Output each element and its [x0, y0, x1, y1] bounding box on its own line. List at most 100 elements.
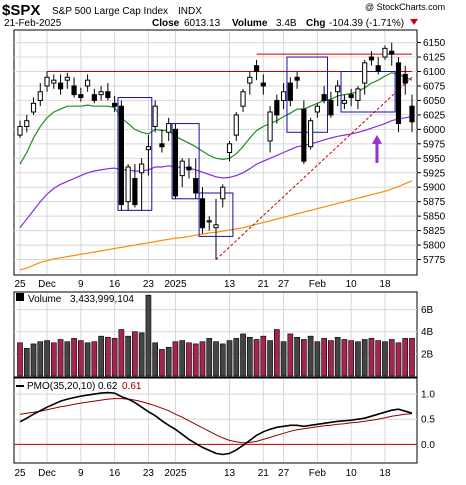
candle-down: [105, 91, 111, 99]
candle-up: [240, 91, 246, 107]
price-tick-label: 5800: [423, 241, 446, 252]
x-tick-label-bottom: Feb: [309, 468, 327, 479]
volume-bar-up: [165, 346, 172, 377]
volume-bar-down: [368, 338, 375, 377]
volume-bar-down: [341, 339, 348, 377]
volume-bar-down: [186, 342, 192, 377]
volume-value: 3.4B: [276, 18, 297, 29]
candle-down: [301, 108, 307, 162]
candle-up: [125, 166, 131, 203]
volume-bar-down: [388, 339, 395, 377]
volume-panel-label: Volume: [28, 294, 62, 305]
price-tick-label: 6075: [423, 81, 446, 92]
candle-down: [78, 94, 84, 99]
volume-bar-down: [287, 333, 294, 377]
x-tick-label-bottom: 2025: [164, 468, 187, 479]
volume-bar-down: [199, 341, 206, 377]
price-tick-label: 5925: [423, 168, 446, 179]
volume-bar-down: [192, 343, 199, 377]
candle-down: [199, 198, 206, 229]
volume-bar-up: [152, 342, 159, 377]
candle-up: [206, 220, 212, 223]
pmo-tick-label: 1.0: [421, 390, 435, 401]
candle-up: [17, 125, 23, 136]
volume-bar-up: [145, 294, 152, 377]
x-tick-label-bottom: Dec: [38, 468, 56, 479]
volume-bar-up: [213, 341, 219, 377]
candle-down: [260, 82, 266, 87]
candle-down: [159, 143, 165, 148]
candle-down: [375, 65, 381, 73]
candle-up: [145, 146, 152, 151]
candle-up: [335, 85, 341, 93]
candle-down: [91, 94, 97, 101]
x-tick-label: 9: [78, 279, 84, 290]
volume-bar-up: [334, 336, 341, 377]
candle-up: [44, 76, 50, 87]
volume-bar-down: [409, 338, 415, 377]
price-tick-label: 5850: [423, 212, 446, 223]
close-value: 6013.13: [184, 18, 221, 29]
candle-up: [166, 123, 172, 133]
candle-up: [84, 79, 91, 87]
x-tick-label-bottom: 23: [143, 468, 155, 479]
volume-bar-down: [273, 329, 280, 377]
candle-down: [409, 105, 415, 123]
volume-bar-down: [328, 340, 334, 377]
candle-down: [348, 94, 354, 99]
volume-bar-up: [233, 338, 240, 377]
x-tick-label: 16: [109, 279, 121, 290]
x-tick-label: 2025: [164, 279, 187, 290]
ma-short-line: [19, 72, 413, 165]
price-tick-label: 6100: [423, 67, 446, 78]
x-tick-label-bottom: 18: [379, 468, 391, 479]
x-tick-label: Feb: [309, 279, 327, 290]
consolidation-box: [286, 56, 329, 133]
candle-up: [213, 224, 219, 229]
volume-bar-up: [23, 348, 30, 377]
volume-bar-down: [77, 340, 84, 377]
watermark: @ StockCharts.com: [365, 2, 445, 12]
volume-bar-up: [125, 335, 131, 377]
candle-up: [24, 120, 30, 127]
volume-bar-down: [321, 338, 327, 377]
volume-tick-label: 2B: [421, 349, 434, 360]
chg-label: Chg: [306, 18, 325, 29]
x-tick-label-bottom: 10: [346, 468, 358, 479]
x-tick-label-bottom: 13: [224, 468, 236, 479]
x-tick-label-bottom: 16: [109, 468, 121, 479]
close-label: Close: [152, 18, 180, 29]
volume-bar-down: [17, 342, 23, 377]
x-tick-label-bottom: 21: [258, 468, 270, 479]
price-tick-label: 6000: [423, 125, 446, 136]
candle-up: [64, 76, 70, 81]
volume-bar-up: [44, 340, 50, 377]
candle-down: [193, 178, 199, 194]
x-tick-label: 23: [143, 279, 155, 290]
volume-bar-down: [159, 349, 165, 377]
candle-down: [274, 99, 280, 116]
volume-bar-up: [280, 341, 287, 377]
candle-up: [30, 102, 37, 113]
candle-down: [395, 62, 402, 125]
volume-bar-down: [132, 331, 138, 377]
price-panel-frame: [13, 29, 418, 276]
volume-bar-up: [64, 341, 71, 377]
consolidation-box: [117, 97, 153, 211]
volume-bar-up: [314, 341, 321, 377]
volume-label: Volume: [232, 18, 268, 29]
candle-up: [233, 114, 239, 136]
volume-bar-down: [71, 338, 77, 377]
candle-up: [247, 76, 253, 84]
volume-bar-up: [307, 335, 314, 377]
volume-bar-down: [57, 339, 64, 377]
volume-bar-up: [361, 339, 368, 377]
pmo-tick-label: 0.5: [421, 415, 435, 426]
volume-tick-label: 4B: [421, 327, 434, 338]
volume-bar-up: [138, 332, 145, 377]
volume-bar-up: [179, 340, 186, 377]
candle-up: [382, 47, 388, 58]
candle-up: [98, 91, 104, 96]
volume-bar-up: [30, 343, 37, 377]
candle-up: [37, 91, 43, 101]
